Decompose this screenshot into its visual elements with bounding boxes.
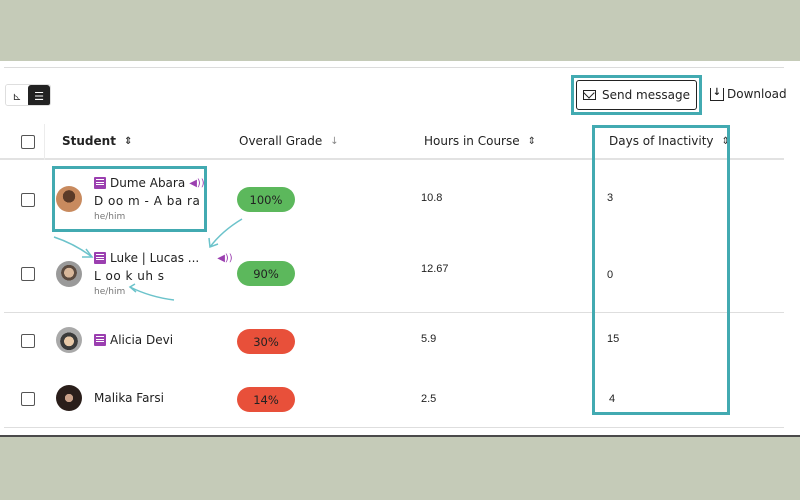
top-background-band [0,0,800,61]
student-name[interactable]: Malika Farsi [94,391,164,405]
gradebook-panel: ⊾ ☰ Send message ↓ Download Student ⇕ Ov… [0,61,800,437]
view-toggle: ⊾ ☰ [5,84,51,106]
note-icon [94,177,106,189]
column-label: Overall Grade [239,134,323,148]
sort-icon: ⇕ [123,135,133,147]
grade-badge: 90% [237,261,295,286]
student-name-text: Alicia Devi [110,333,174,347]
row-divider [4,427,784,428]
avatar [56,186,82,212]
pronouns: he/him [94,287,126,297]
student-name[interactable]: Luke | Lucas ... ◀)) [94,251,233,265]
note-icon [94,334,106,346]
table-header: Student ⇕ Overall Grade ↓ Hours in Cours… [0,124,784,160]
mail-icon [583,90,597,100]
name-pronunciation: L oo k uh s [94,269,165,283]
avatar [56,385,82,411]
sort-descending-icon: ↓ [330,135,339,147]
hours-value: 5.9 [421,333,437,345]
inactive-days-value: 15 [607,333,620,345]
row-checkbox[interactable] [21,267,35,281]
column-label: Days of Inactivity [609,134,714,148]
top-divider [4,67,784,68]
student-name-text: Dume Abara [110,176,186,190]
student-name[interactable]: Dume Abara ◀)) [94,176,205,190]
note-icon [94,252,106,264]
student-name-highlight [52,166,207,232]
grade-badge: 100% [237,187,295,212]
inactive-days-value: 3 [607,192,614,204]
list-icon: ☰ [34,89,44,103]
grade-badge: 30% [237,329,295,354]
pronouns: he/him [94,212,126,222]
send-message-button[interactable]: Send message [576,80,697,110]
sort-icon: ⇕ [527,135,537,147]
download-icon: ↓ [710,87,724,101]
row-divider [4,312,784,313]
inactive-days-value: 4 [609,393,616,405]
avatar [56,327,82,353]
row-checkbox[interactable] [21,392,35,406]
student-name-text: Luke | Lucas ... [110,251,200,265]
inactive-days-value: 0 [607,269,614,281]
hours-value: 12.67 [421,263,449,275]
hours-value: 10.8 [421,192,443,204]
select-all-checkbox[interactable] [21,135,35,149]
sort-icon: ⇕ [721,135,730,147]
column-header-student[interactable]: Student ⇕ [62,134,132,148]
hours-value: 2.5 [421,393,437,405]
column-header-days-of-inactivity[interactable]: Days of Inactivity ⇕ [609,134,730,148]
download-label: Download [727,87,787,101]
speaker-icon[interactable]: ◀)) [217,252,233,264]
list-view-button[interactable]: ☰ [28,85,50,105]
grade-badge: 14% [237,387,295,412]
send-message-label: Send message [602,88,690,102]
chart-view-button[interactable]: ⊾ [6,85,28,105]
download-button[interactable]: ↓ Download [710,87,787,101]
avatar [56,261,82,287]
student-name-text: Malika Farsi [94,391,164,405]
chart-icon: ⊾ [12,89,22,103]
column-header-overall-grade[interactable]: Overall Grade ↓ [239,134,339,148]
inactivity-column-highlight [592,125,730,415]
name-pronunciation: D oo m - A ba ra [94,194,201,208]
speaker-icon[interactable]: ◀)) [189,177,205,189]
column-divider [44,124,45,160]
column-label: Hours in Course [424,134,520,148]
student-name[interactable]: Alicia Devi [94,333,173,347]
send-message-highlight: Send message [571,75,702,115]
column-label: Student [62,134,116,148]
annotation-arrows [53,218,243,301]
row-checkbox[interactable] [21,334,35,348]
row-checkbox[interactable] [21,193,35,207]
bottom-background-band [0,438,800,500]
column-header-hours-in-course[interactable]: Hours in Course ⇕ [424,134,536,148]
